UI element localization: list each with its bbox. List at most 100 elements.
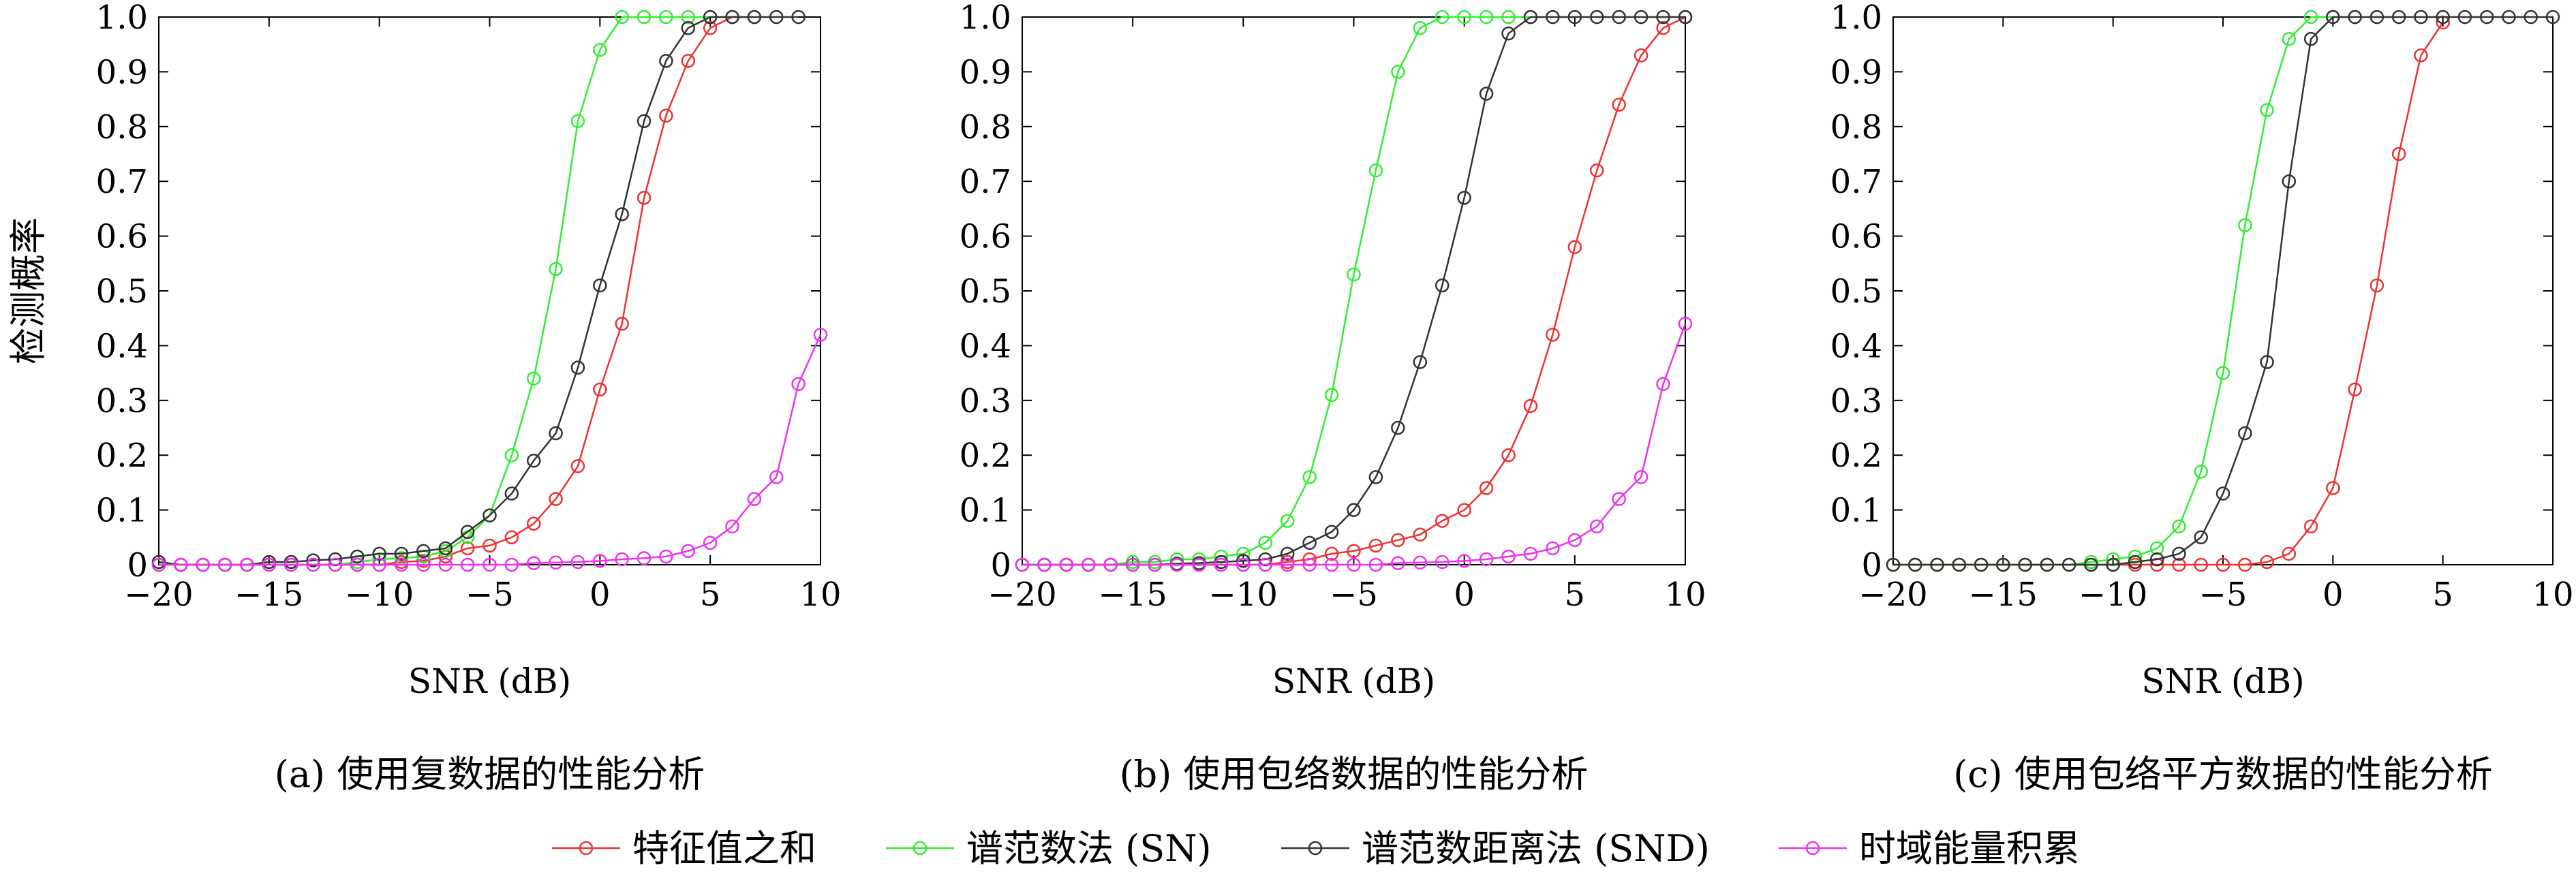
data-point — [659, 10, 673, 25]
data-point — [1457, 191, 1471, 205]
data-point — [1567, 533, 1582, 548]
series-line — [1022, 323, 1687, 566]
chart-panel-c: 0 0.1 0.2 0.3 0.4 0.5 0.6 0.7 0.8 0.9 1.0 −20 −15 −10… — [1830, 0, 2574, 796]
legend-label: 时域能量积累 — [1859, 827, 2080, 870]
data-point — [2370, 278, 2385, 293]
data-point — [1546, 328, 1560, 342]
series-snd — [1886, 10, 2560, 572]
data-point — [2282, 546, 2297, 561]
data-point — [703, 535, 718, 550]
panel-caption: (a) 使用复数据的性能分析 — [275, 753, 705, 796]
x-tick-label: −5 — [465, 576, 514, 614]
legend-item-snd: 谱范数距离法 (SND) — [1281, 827, 1710, 870]
data-point — [306, 553, 320, 567]
data-point — [1324, 525, 1339, 540]
series-line — [159, 16, 754, 566]
x-tick-label: 5 — [700, 576, 721, 614]
data-point — [637, 114, 651, 129]
data-point — [350, 557, 365, 572]
data-point — [372, 557, 386, 572]
chart-panel-a: 检测概率 0 0.1 0.2 0.3 0.4 0.5 0.6 0.7 0.8 0.9 1.0 −20 −… — [7, 0, 842, 796]
data-point — [2172, 557, 2186, 572]
data-point — [2260, 355, 2274, 369]
y-tick-label: 0.4 — [960, 327, 1011, 365]
data-point — [1324, 557, 1339, 572]
data-point — [372, 546, 386, 561]
data-point — [1302, 470, 1317, 484]
data-point — [2370, 10, 2385, 25]
data-point — [747, 10, 762, 25]
legend-swatch-marker — [1308, 841, 1323, 856]
legend-label: 谱范数距离法 (SND) — [1362, 827, 1710, 870]
y-tick-label: 0.6 — [1830, 218, 1882, 256]
data-point — [283, 557, 298, 572]
y-axis-label: 检测概率 — [7, 217, 50, 364]
data-point — [2194, 557, 2208, 572]
data-point — [1391, 533, 1405, 548]
x-tick-label: −10 — [1209, 576, 1278, 614]
data-point — [1567, 240, 1582, 254]
data-point — [482, 538, 497, 553]
data-point — [151, 557, 166, 572]
data-point — [615, 10, 629, 25]
data-point — [416, 554, 431, 568]
data-point — [725, 519, 739, 533]
data-point — [681, 54, 696, 68]
data-point — [1996, 557, 2010, 572]
data-point — [769, 10, 784, 25]
data-point — [1435, 10, 1450, 25]
data-point — [1952, 557, 1967, 572]
data-point — [1435, 278, 1450, 293]
data-point — [1302, 557, 1317, 572]
data-point — [659, 108, 673, 123]
series-sn — [1015, 10, 1538, 572]
data-point — [593, 42, 607, 57]
legend-item-sn: 谱范数法 (SN) — [886, 827, 1212, 870]
data-point — [2238, 218, 2252, 232]
data-point — [2348, 382, 2362, 396]
data-point — [681, 20, 696, 35]
data-point — [1280, 557, 1295, 572]
data-point — [1457, 503, 1471, 517]
data-point — [1612, 10, 1626, 25]
series-line — [1893, 22, 2444, 566]
series-line — [1022, 16, 1531, 566]
data-point — [526, 516, 541, 531]
data-point — [1479, 552, 1494, 567]
data-point — [240, 557, 254, 572]
x-tick-label: 10 — [799, 576, 841, 614]
data-point — [615, 552, 629, 567]
data-point — [2238, 557, 2252, 572]
x-tick-label: −10 — [345, 576, 414, 614]
legend-swatch-marker — [579, 841, 594, 856]
y-tick-label: 0.2 — [96, 437, 148, 475]
y-tick-label: 0.3 — [1830, 382, 1882, 420]
data-point — [2172, 546, 2186, 561]
series-line — [1893, 16, 2355, 566]
data-point — [813, 328, 828, 342]
data-point — [2391, 10, 2406, 25]
data-point — [504, 557, 519, 572]
legend-label: 谱范数法 (SN) — [966, 827, 1212, 870]
legend-item-eig: 特征值之和 — [552, 827, 816, 870]
data-point — [1656, 10, 1670, 25]
y-tick-label: 0.9 — [960, 53, 1011, 91]
data-point — [725, 10, 739, 25]
data-point — [504, 448, 519, 463]
y-tick-label: 0 — [990, 546, 1011, 584]
data-point — [1435, 555, 1450, 569]
data-point — [1103, 557, 1118, 572]
data-point — [1479, 10, 1494, 25]
chart-panel-b: 0 0.1 0.2 0.3 0.4 0.5 0.6 0.7 0.8 0.9 1.0 −20 −15 −10… — [960, 0, 1706, 796]
data-point — [681, 544, 696, 559]
data-point — [2502, 10, 2516, 25]
data-point — [1523, 10, 1538, 25]
data-point — [328, 557, 343, 572]
data-point — [1634, 10, 1649, 25]
data-point — [681, 10, 696, 25]
data-point — [1523, 399, 1538, 413]
data-point — [2303, 519, 2318, 533]
data-point — [1413, 20, 1428, 35]
data-point — [1523, 546, 1538, 561]
data-point — [2018, 557, 2032, 572]
